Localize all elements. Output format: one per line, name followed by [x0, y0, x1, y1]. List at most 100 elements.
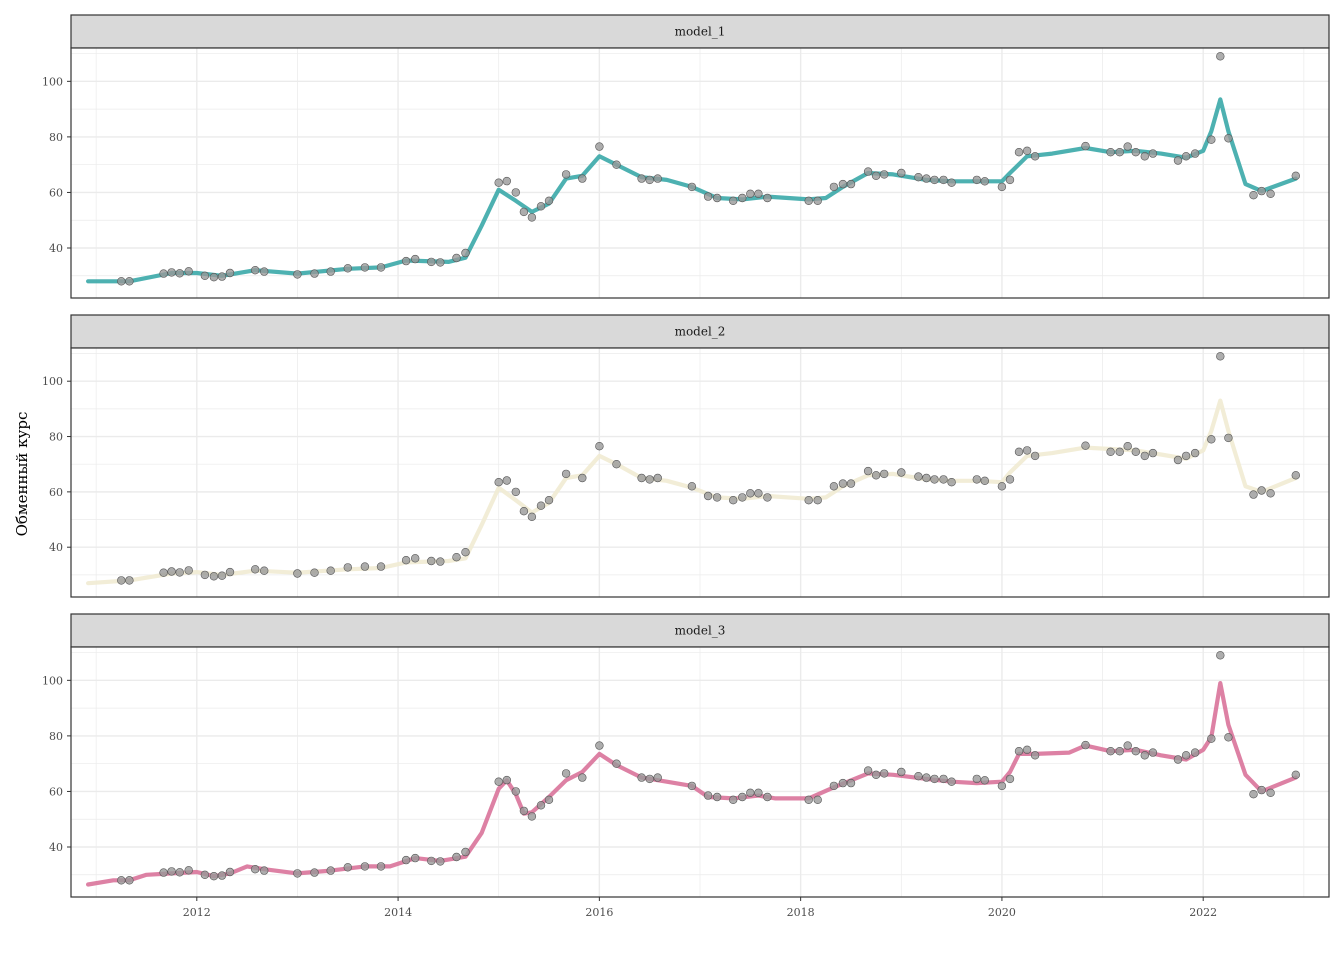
x-tick-label: 2018: [787, 906, 815, 919]
y-tick-label: 60: [49, 186, 63, 199]
data-point: [200, 870, 210, 879]
y-tick-label: 40: [49, 541, 63, 554]
data-point: [1106, 447, 1115, 456]
y-tick-label: 100: [42, 674, 63, 687]
data-point: [1148, 748, 1158, 757]
data-point: [1131, 746, 1141, 756]
data-point: [310, 269, 319, 278]
data-point: [1022, 745, 1032, 754]
data-point: [578, 773, 587, 782]
data-point: [1266, 788, 1275, 797]
data-point: [401, 855, 411, 865]
data-point: [427, 556, 436, 566]
data-point: [738, 193, 747, 203]
data-point: [578, 473, 587, 483]
data-point: [1216, 52, 1225, 61]
data-point: [612, 460, 621, 469]
data-point: [871, 471, 881, 480]
data-point: [1207, 435, 1216, 444]
data-point: [260, 566, 269, 575]
data-point: [260, 267, 269, 276]
data-point: [763, 792, 772, 802]
data-point: [175, 269, 184, 278]
data-point: [980, 776, 989, 785]
data-point: [251, 864, 260, 874]
data-point: [536, 801, 546, 810]
data-point: [1173, 156, 1183, 165]
data-point: [653, 473, 662, 483]
observed-points: [117, 651, 1301, 885]
data-point: [930, 175, 939, 185]
y-tick-label: 80: [49, 131, 63, 144]
data-point: [519, 207, 529, 217]
data-point: [930, 475, 939, 484]
data-point: [536, 202, 546, 211]
data-point: [1249, 789, 1258, 799]
data-point: [838, 479, 848, 488]
data-point: [930, 774, 939, 784]
data-point: [1140, 152, 1150, 161]
data-point: [1173, 755, 1183, 764]
data-point: [846, 778, 856, 788]
data-point: [326, 866, 335, 875]
data-point: [310, 568, 319, 577]
data-point: [813, 496, 822, 505]
data-point: [1030, 152, 1040, 161]
data-point: [251, 565, 260, 574]
data-point: [494, 777, 503, 786]
data-point: [645, 774, 654, 784]
data-point: [703, 192, 713, 201]
facet-strip-label: model_3: [675, 624, 726, 638]
data-point: [738, 792, 747, 802]
y-tick-label: 80: [49, 730, 63, 743]
data-point: [159, 568, 168, 577]
data-point: [343, 264, 352, 273]
data-point: [1207, 135, 1216, 144]
data-point: [897, 468, 906, 477]
x-tick-label: 2020: [988, 906, 1016, 919]
data-point: [1216, 651, 1225, 660]
data-point: [980, 177, 989, 186]
data-point: [728, 196, 738, 206]
data-point: [1123, 442, 1132, 451]
data-point: [209, 572, 219, 581]
facet-strip: [70, 14, 1330, 49]
data-point: [1030, 451, 1040, 461]
data-point: [922, 773, 931, 782]
data-point: [200, 271, 210, 280]
data-point: [763, 493, 772, 502]
data-point: [326, 267, 335, 276]
data-point: [1022, 446, 1032, 455]
data-point: [980, 476, 989, 485]
data-point: [914, 771, 923, 781]
data-point: [209, 871, 219, 881]
data-point: [217, 272, 227, 281]
data-point: [1266, 189, 1275, 199]
data-point: [293, 270, 302, 279]
data-point: [595, 442, 604, 451]
data-point: [527, 812, 537, 821]
data-point: [578, 174, 587, 183]
facet-panel-3: model_3 40 60 80 100: [42, 613, 1330, 898]
data-point: [1257, 486, 1266, 495]
data-point: [376, 562, 386, 571]
data-point: [972, 175, 981, 185]
y-tick-label: 60: [49, 785, 63, 798]
data-point: [1249, 191, 1258, 200]
data-point: [939, 774, 948, 784]
data-point: [511, 787, 520, 796]
data-point: [360, 862, 370, 871]
data-point: [1291, 471, 1301, 480]
data-point: [494, 178, 503, 187]
observed-points: [117, 52, 1301, 286]
y-tick-label: 40: [49, 242, 63, 255]
data-point: [159, 269, 168, 278]
data-point: [922, 473, 931, 483]
data-point: [703, 491, 713, 501]
data-point: [225, 268, 235, 278]
data-point: [167, 567, 176, 576]
facet-strip: [70, 613, 1330, 648]
data-point: [1291, 171, 1301, 181]
data-point: [1224, 433, 1233, 443]
data-point: [763, 193, 772, 203]
